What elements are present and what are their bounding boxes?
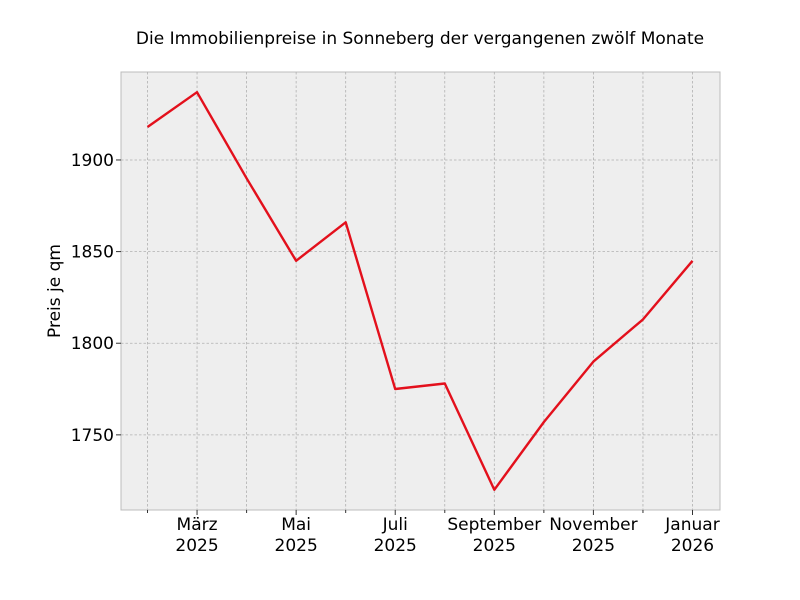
x-tick-label: November 2025 xyxy=(549,515,637,556)
x-tick-label: Mai 2025 xyxy=(275,515,318,556)
plot-area xyxy=(120,71,721,511)
series-layer xyxy=(146,90,694,491)
chart-title: Die Immobilienpreise in Sonneberg der ve… xyxy=(136,29,704,49)
x-tick-label: Juli 2025 xyxy=(374,515,417,556)
series-line xyxy=(146,90,694,491)
y-axis-label: Preis je qm xyxy=(45,244,65,338)
y-tick-label: 1750 xyxy=(71,426,114,446)
x-tick-label: März 2025 xyxy=(175,515,218,556)
grid xyxy=(121,72,720,510)
y-tick-label: 1850 xyxy=(71,243,114,263)
x-tick-label: Januar 2026 xyxy=(664,515,719,556)
axis-ticks: März 2025 Mai 2025 Juli 2025 September 2025Nove… xyxy=(71,151,720,556)
y-tick-label: 1800 xyxy=(71,334,114,354)
x-tick-label: September 2025 xyxy=(447,515,541,556)
y-tick-label: 1900 xyxy=(71,151,114,171)
